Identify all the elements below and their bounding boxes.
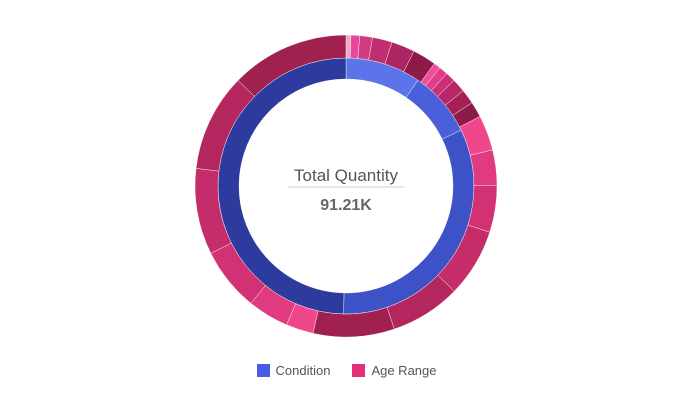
- legend-label-age-range: Age Range: [371, 363, 437, 378]
- center-value: 91.21K: [320, 197, 372, 214]
- inner-ring-condition: [217, 57, 475, 315]
- legend-swatch-age-range: [352, 364, 366, 377]
- legend: Condition Age Range: [0, 363, 693, 378]
- center-title: Total Quantity: [294, 166, 398, 185]
- legend-item-condition[interactable]: Condition: [256, 363, 331, 378]
- outer-ring-age-range: [194, 34, 498, 338]
- legend-swatch-condition: [256, 364, 270, 377]
- age-range-slice-14[interactable]: [470, 149, 498, 186]
- legend-item-age-range[interactable]: Age Range: [352, 363, 437, 378]
- legend-label-condition: Condition: [275, 363, 331, 378]
- age-range-slice-24[interactable]: [237, 34, 347, 97]
